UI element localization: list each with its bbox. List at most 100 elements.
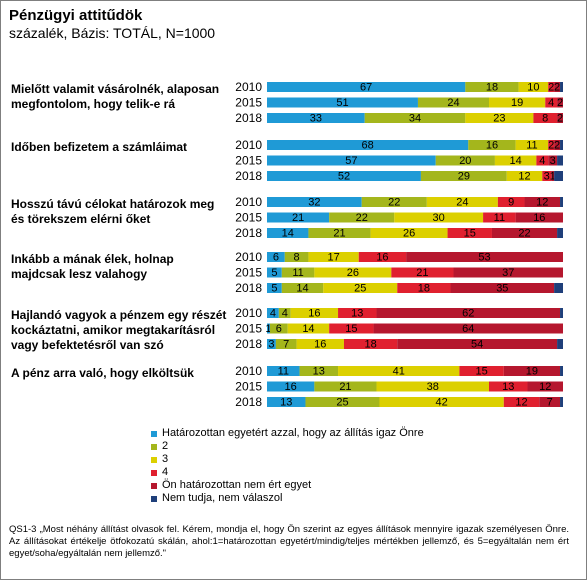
data-label: 34 (409, 113, 421, 125)
year-label: 2015 (235, 211, 262, 225)
data-label: 4 (548, 97, 554, 109)
data-label: 15 (345, 323, 357, 335)
bar-segment (267, 366, 300, 376)
data-label: 41 (393, 366, 405, 378)
bar-segment (406, 252, 563, 262)
data-label: 2 (548, 82, 554, 94)
bar-segment (506, 171, 543, 181)
data-label: 8 (542, 113, 548, 125)
bar-segment (314, 267, 392, 278)
data-label: 21 (339, 381, 351, 393)
data-label: 15 (464, 228, 476, 240)
legend-label: Ön határozottan nem ért egyet (162, 479, 312, 491)
year-label: 2018 (235, 281, 262, 295)
bar-segment (459, 366, 504, 376)
data-label: 2 (557, 97, 563, 109)
legend-label: 3 (162, 453, 169, 465)
data-label: 20 (459, 155, 471, 167)
data-label: 4 (270, 308, 276, 320)
bar-segment (560, 397, 563, 407)
legend-item: 2 (151, 440, 424, 453)
bar-segment (267, 339, 276, 349)
bar-segment (560, 140, 563, 150)
data-label: 4 (539, 155, 545, 167)
data-label: 18 (418, 283, 430, 295)
bar-segment (267, 228, 309, 238)
bar-segment (450, 283, 555, 293)
bar-segment (503, 366, 561, 376)
bar-segment (308, 252, 359, 262)
bar-segment (284, 252, 309, 262)
data-label: 19 (526, 366, 538, 378)
legend-swatch (151, 483, 157, 489)
bar-segment (338, 366, 460, 376)
bar-segment (548, 82, 555, 92)
data-label: 16 (285, 381, 297, 393)
statement-label: Hajlandó vagyok a pénzem egy részét (11, 308, 226, 322)
bar-segment (548, 155, 558, 166)
bar-segment (557, 155, 563, 166)
data-label: 35 (496, 283, 508, 295)
data-label: 16 (486, 140, 498, 152)
bar-segment (560, 82, 563, 92)
year-label: 2010 (235, 364, 262, 378)
year-label: 2015 (235, 266, 262, 280)
data-label: 30 (433, 212, 445, 224)
statement-label: Időben befizetem a számláimat (11, 140, 187, 154)
data-label: 12 (515, 397, 527, 409)
bar-segment (370, 228, 448, 238)
statement-label: vagy befektetésről van szó (11, 338, 164, 352)
bar-segment (497, 197, 525, 207)
data-label: 22 (388, 197, 400, 209)
bar-segment (435, 155, 495, 166)
data-label: 22 (518, 228, 530, 240)
statement-label: majdcsak lesz valahogy (11, 267, 147, 281)
data-label: 11 (278, 366, 289, 378)
legend-swatch (151, 470, 157, 476)
year-label: 2018 (235, 337, 262, 351)
bar-segment (417, 97, 489, 108)
statement-label: Mielőtt valamit vásárolnék, alaposan (11, 82, 219, 96)
bar-segment (554, 82, 561, 92)
bar-segment (267, 381, 315, 392)
bar-segment (267, 252, 285, 262)
bar-segment (267, 113, 365, 123)
statement-label: Hosszú távú célokat határozok meg (11, 197, 214, 211)
data-label: 9 (508, 197, 514, 209)
data-label: 25 (354, 283, 366, 295)
bar-segment (420, 171, 507, 181)
data-label: 14 (302, 323, 314, 335)
data-label: 5 (271, 283, 277, 295)
data-label: 21 (416, 267, 428, 279)
statement-label: megfontolom, hogy telik-e rá (11, 97, 175, 111)
bar-segment (296, 339, 344, 349)
footnote: QS1-3 „Most néhány állítást olvasok fel.… (9, 524, 569, 559)
bar-segment (554, 140, 561, 150)
data-label: 16 (376, 252, 388, 264)
year-label: 2010 (235, 250, 262, 264)
data-label: 2 (557, 113, 563, 125)
year-label: 2015 (235, 96, 262, 110)
bar-segment (557, 228, 563, 238)
data-label: 21 (333, 228, 345, 240)
data-label: 21 (292, 212, 304, 224)
bar-segment (275, 339, 297, 349)
data-label: 8 (294, 252, 300, 264)
data-label: 3 (544, 171, 550, 183)
data-label: 5 (271, 267, 277, 279)
bar-segment (468, 140, 516, 150)
data-label: 24 (456, 197, 468, 209)
year-label: 2010 (235, 80, 262, 94)
bar-segment (483, 212, 516, 223)
data-label: 64 (462, 323, 474, 335)
legend-label: Határozottan egyetért azzal, hogy az áll… (162, 427, 424, 439)
bar-segment (551, 171, 555, 181)
data-label: 13 (351, 308, 363, 320)
data-label: 14 (282, 228, 294, 240)
bar-segment (267, 267, 282, 278)
data-label: 33 (310, 113, 322, 125)
bar-segment (560, 366, 563, 376)
bar-segment (364, 113, 466, 123)
data-label: 15 (475, 366, 487, 378)
data-label: 16 (308, 308, 320, 320)
